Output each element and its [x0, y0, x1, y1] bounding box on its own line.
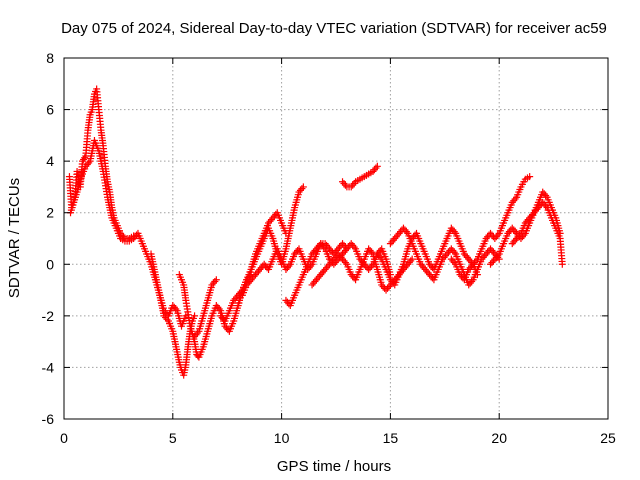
data-point	[343, 245, 351, 253]
x-tick-label: 25	[600, 430, 616, 446]
y-tick-label: -6	[42, 411, 55, 427]
plot-frame	[63, 57, 609, 420]
data-point-fill	[350, 179, 358, 187]
data-point-fill	[472, 257, 480, 265]
data-point-fill	[350, 243, 358, 251]
data-point-fill	[81, 154, 89, 162]
data-point-fill	[163, 315, 171, 323]
data-point	[526, 173, 534, 181]
data-point	[191, 312, 199, 320]
y-tick-label: 0	[46, 256, 54, 272]
data-point-fill	[407, 257, 415, 265]
data-point-fill	[376, 253, 384, 261]
grid-lines	[64, 58, 608, 419]
data-point-fill	[372, 164, 380, 172]
x-tick-label: 5	[169, 430, 177, 446]
x-tick-label: 10	[274, 430, 290, 446]
series-track-4	[175, 271, 255, 361]
x-tick-label: 15	[383, 430, 399, 446]
data-point-fill	[542, 192, 550, 200]
y-tick-label: -2	[42, 308, 55, 324]
series-track-14	[447, 173, 534, 284]
y-tick-label: -4	[42, 359, 55, 375]
data-point-fill	[215, 305, 223, 313]
data-point-fill	[285, 262, 293, 270]
data-point-fill	[172, 305, 180, 313]
y-tick-label: 8	[46, 50, 54, 66]
series-track-16	[508, 198, 566, 268]
data-point-fill	[298, 185, 306, 193]
data-point-fill	[450, 228, 458, 236]
data-point-fill	[341, 243, 349, 251]
data-point-fill	[402, 228, 410, 236]
data-points	[65, 85, 566, 379]
data-point-fill	[85, 159, 93, 167]
data-point-fill	[315, 241, 323, 249]
series-track-10	[308, 245, 416, 294]
y-tick-label: 2	[46, 205, 54, 221]
data-point-fill	[468, 277, 476, 285]
data-point	[212, 276, 220, 284]
data-point-fill	[450, 248, 458, 256]
data-point	[558, 260, 566, 268]
y-axis-label: SDTVAR / TECUs	[6, 178, 23, 298]
data-point	[373, 162, 381, 170]
series-track-9	[282, 240, 351, 310]
series-track-13	[386, 224, 503, 289]
data-point-fill	[341, 181, 349, 189]
data-point-fill	[450, 259, 458, 267]
data-point	[299, 183, 307, 191]
x-tick-label: 0	[60, 430, 68, 446]
x-tick-label: 20	[491, 430, 507, 446]
chart-title: Day 075 of 2024, Sidereal Day-to-day VTE…	[61, 20, 607, 37]
y-tick-label: 6	[46, 102, 54, 118]
data-point-fill	[368, 248, 376, 256]
data-point	[408, 255, 416, 263]
data-point-fill	[193, 329, 201, 337]
data-point-fill	[494, 252, 502, 260]
data-point-fill	[516, 231, 524, 239]
data-point-fill	[511, 195, 519, 203]
series-track-5	[191, 276, 220, 340]
data-point-fill	[211, 277, 219, 285]
data-point-fill	[542, 202, 550, 210]
data-point-fill	[494, 231, 502, 239]
series-track-11	[339, 162, 381, 191]
x-axis-label: GPS time / hours	[277, 458, 391, 475]
series-track-2	[67, 137, 190, 330]
axis-ticks: 0 5 10 15 20 25 -6 -4 -2 0 2 4 6 8	[42, 50, 616, 446]
data-point-fill	[368, 262, 376, 270]
data-point-fill	[341, 259, 349, 267]
y-tick-label: 4	[46, 153, 54, 169]
